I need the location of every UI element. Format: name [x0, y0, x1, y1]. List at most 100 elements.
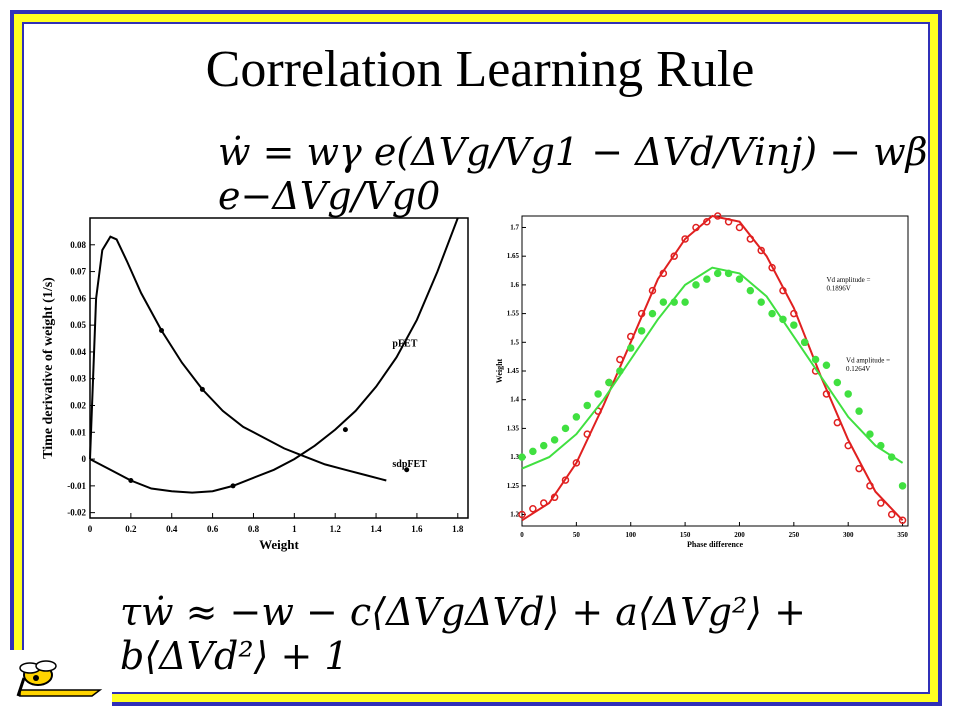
y-tick-label: 0.06 [70, 293, 86, 303]
data-point [746, 235, 755, 243]
data-point [605, 378, 613, 387]
data-point [626, 332, 635, 341]
x-axis-label: Weight [259, 537, 299, 552]
x-tick-label: 0.2 [125, 524, 137, 534]
data-point [616, 367, 624, 375]
chart-left: 0 0.2 0.4 0.6 0.8 1 1.2 1.4 1.6 1.8 -0.02 -0.01 0 0.0… [38, 212, 472, 552]
y-tick-label: 1.25 [507, 482, 520, 490]
data-point [735, 275, 744, 283]
y-tick-label: 1.6 [510, 281, 519, 289]
annotation-label: 0.1896V [826, 285, 850, 293]
data-point [518, 453, 526, 461]
chart-left-svg: 0 0.2 0.4 0.6 0.8 1 1.2 1.4 1.6 1.8 -0.02 -0.01 0 0.0… [41, 217, 469, 552]
data-point [757, 298, 765, 306]
chart-right-svg: 0 50 100 150 200 250 300 350 1.2 1.25 1.3 1.35 1.4 1.… [495, 212, 909, 549]
y-tick-label: 0.02 [70, 401, 86, 411]
data-point [866, 482, 874, 490]
x-tick-label: 1 [292, 524, 297, 534]
slide-content-area [22, 22, 930, 694]
data-point [833, 378, 842, 387]
x-axis-label: Phase difference [687, 540, 744, 548]
flow-arrow-icon [128, 478, 134, 483]
data-point [648, 286, 657, 295]
y-axis-label: Weight [495, 358, 504, 383]
data-point [681, 235, 689, 243]
data-point [572, 459, 581, 467]
y-tick-label: 1.55 [507, 310, 520, 318]
data-point [887, 510, 896, 519]
data-point [529, 447, 537, 456]
data-point [616, 355, 624, 364]
y-tick-label: 1.3 [510, 453, 519, 461]
data-point [583, 401, 591, 410]
x-tick-label: 350 [897, 531, 908, 539]
logo-area [0, 650, 112, 720]
data-point [713, 212, 722, 220]
data-point [898, 482, 907, 490]
slide-border-blue [10, 10, 942, 706]
data-point [855, 407, 863, 415]
y-tick-label: 1.35 [507, 424, 520, 432]
y-tick-label: 0.05 [70, 320, 86, 330]
data-point [648, 309, 657, 318]
x-tick-label: 300 [843, 531, 854, 539]
data-point [692, 281, 700, 289]
data-point [855, 464, 863, 473]
data-point [594, 390, 602, 398]
x-tick-label: 0 [88, 524, 93, 534]
flow-arrow-icon [230, 483, 236, 489]
y-axis-label: Time derivative of weight (1/s) [41, 277, 56, 459]
data-point [637, 327, 646, 335]
fit-line-1 [521, 266, 904, 470]
y-tick-label: -0.02 [67, 508, 86, 518]
x-tick-label: 0.6 [207, 524, 219, 534]
x-tick-label: 1.4 [370, 524, 382, 534]
data-point [626, 344, 635, 352]
data-point [887, 453, 896, 461]
data-point [833, 418, 842, 427]
data-point [670, 298, 678, 306]
data-point [724, 217, 733, 226]
y-tick-label: 0.03 [70, 374, 86, 384]
y-tick-label: 1.4 [510, 396, 519, 404]
data-point [703, 275, 711, 283]
data-point [529, 505, 537, 513]
data-point [866, 430, 874, 438]
y-tick-label: 0.08 [70, 240, 86, 250]
y-tick-label: 1.7 [510, 223, 519, 231]
slide-title: Correlation Learning Rule [205, 41, 755, 98]
y-tick-label: 0 [82, 454, 87, 464]
equation-top: ẇ = wγ e(ΔVg/Vg1 − ΔVd/Vinj) − wβ e−ΔVg/… [218, 130, 928, 218]
data-point [659, 298, 668, 306]
flow-arrow-icon [404, 467, 410, 473]
data-point [572, 413, 581, 421]
data-point [790, 321, 798, 329]
data-point [713, 269, 722, 278]
data-point [898, 516, 907, 525]
data-point [561, 476, 570, 484]
series-line-pFET [89, 235, 387, 482]
chart-right: 0 50 100 150 200 250 300 350 1.2 1.25 1.3 1.35 1.4 1.… [492, 212, 912, 549]
y-tick-label: 0.04 [70, 347, 86, 357]
flow-arrow-icon [199, 386, 205, 392]
plot-frame [89, 217, 469, 519]
data-point [779, 315, 787, 324]
x-tick-label: 0 [520, 531, 524, 539]
annotation-label: Vd amplitude = [846, 356, 890, 364]
flow-arrow-icon [159, 328, 165, 333]
y-tick-label: 0.07 [70, 267, 86, 277]
series-label-pFET: pFET [392, 339, 417, 350]
data-point [637, 309, 646, 318]
data-point [550, 493, 559, 502]
data-point [822, 361, 831, 370]
data-point [779, 286, 787, 295]
data-point [768, 309, 776, 318]
data-point [800, 338, 809, 347]
y-tick-label: 1.65 [507, 252, 520, 260]
data-point [518, 510, 526, 519]
yellow-jacket-logo-icon [16, 660, 103, 697]
slide-border-yellow [14, 14, 938, 702]
data-point [790, 309, 798, 318]
data-point [539, 499, 548, 507]
